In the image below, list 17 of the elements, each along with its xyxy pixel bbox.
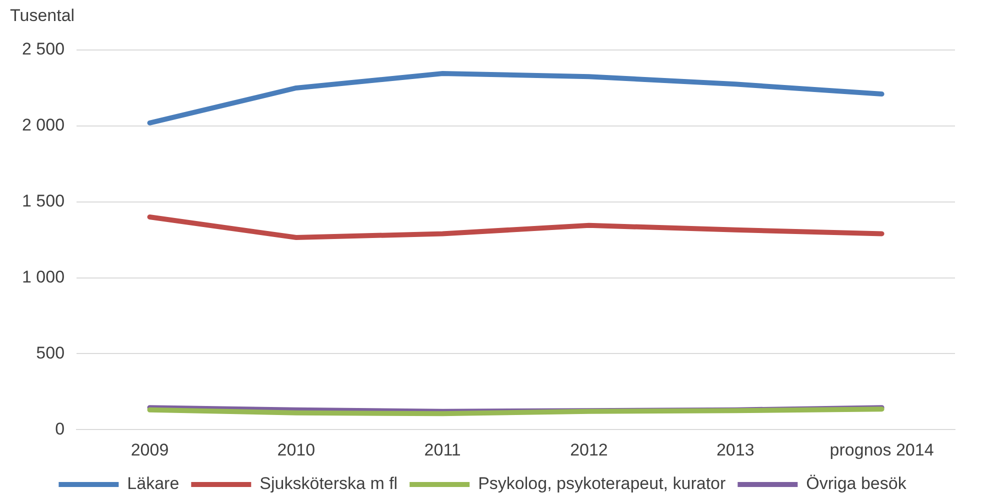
x-tick-label: prognos 2014 bbox=[830, 440, 934, 460]
legend-label: Psykolog, psykoterapeut, kurator bbox=[478, 474, 726, 494]
x-tick-label: 2012 bbox=[570, 440, 608, 460]
y-tick-label: 0 bbox=[55, 419, 65, 438]
x-tick-label: 2011 bbox=[424, 440, 461, 460]
y-tick-label: 1 000 bbox=[22, 267, 65, 286]
y-tick-label: 1 500 bbox=[22, 192, 65, 211]
legend-label: Läkare bbox=[127, 474, 180, 494]
x-tick-label: 2010 bbox=[277, 440, 316, 460]
y-axis-title: Tusental bbox=[10, 6, 75, 26]
legend-label: Sjuksköterska m fl bbox=[260, 474, 398, 494]
y-tick-label: 2 000 bbox=[22, 116, 65, 135]
x-tick-label: 2009 bbox=[130, 440, 169, 460]
x-tick-label: 2013 bbox=[716, 440, 754, 460]
legend-label: Övriga besök bbox=[806, 474, 907, 494]
y-tick-label: 500 bbox=[36, 343, 65, 362]
y-tick-label: 2 500 bbox=[22, 40, 65, 59]
